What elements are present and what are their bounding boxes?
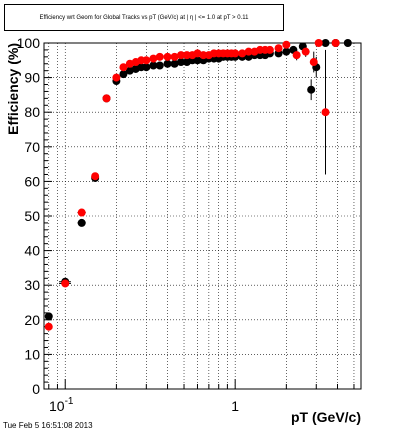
timestamp-footer: Tue Feb 5 16:51:08 2013	[3, 421, 93, 430]
data-point	[102, 94, 111, 103]
data-point	[149, 54, 158, 63]
data-point	[199, 51, 208, 60]
data-point	[292, 51, 301, 60]
data-point	[61, 279, 70, 288]
data-points	[44, 39, 352, 331]
data-point	[182, 51, 191, 60]
y-tick-label: 50	[24, 208, 40, 224]
y-tick-label: 90	[24, 70, 40, 86]
plot-area	[43, 42, 362, 390]
data-point	[177, 58, 186, 67]
data-point	[163, 59, 172, 68]
data-point	[307, 85, 316, 94]
data-point	[193, 56, 202, 65]
data-point	[170, 52, 179, 61]
data-point	[149, 61, 158, 70]
data-point	[301, 47, 310, 56]
y-axis-label: Efficiency (%)	[5, 43, 21, 135]
data-point	[244, 47, 253, 56]
data-point	[119, 70, 128, 79]
series-red	[44, 39, 340, 331]
y-tick-label: 70	[24, 139, 40, 155]
y-tick-label: 40	[24, 243, 40, 259]
data-point	[231, 49, 240, 58]
data-point	[282, 40, 291, 49]
data-point	[155, 52, 164, 61]
data-point	[331, 39, 340, 47]
data-point	[177, 51, 186, 60]
data-point	[170, 59, 179, 68]
data-point	[163, 52, 172, 61]
data-point	[274, 44, 283, 53]
data-point	[321, 108, 330, 117]
y-tick-label: 60	[24, 173, 40, 189]
x-axis-label: pT (GeV/c)	[291, 409, 361, 425]
data-point	[282, 47, 291, 56]
plot-frame	[43, 42, 362, 390]
data-point	[119, 63, 128, 72]
y-tick-label: 30	[24, 277, 40, 293]
data-point	[44, 312, 53, 321]
y-tick-label: 80	[24, 104, 40, 120]
data-point	[265, 45, 274, 54]
data-point	[112, 73, 121, 82]
grid-lines	[44, 43, 361, 389]
chart-title: Efficiency wrt Geom for Global Tracks vs…	[4, 4, 284, 31]
data-point	[91, 172, 100, 181]
data-point	[44, 322, 53, 331]
data-point	[343, 39, 352, 47]
data-point	[142, 63, 151, 72]
y-tick-label: 20	[24, 312, 40, 328]
x-tick-label: 1	[231, 398, 239, 414]
data-point	[309, 58, 318, 67]
data-point	[155, 61, 164, 70]
data-point	[77, 218, 86, 227]
data-point	[238, 49, 247, 58]
y-tick-label: 10	[24, 346, 40, 362]
data-point	[314, 39, 323, 47]
y-tick-label: 0	[32, 381, 40, 397]
x-tick-label: 10-1	[49, 396, 74, 414]
data-point	[77, 208, 86, 217]
data-point	[142, 56, 151, 65]
y-tick-label: 100	[17, 35, 41, 51]
data-point	[321, 39, 330, 47]
